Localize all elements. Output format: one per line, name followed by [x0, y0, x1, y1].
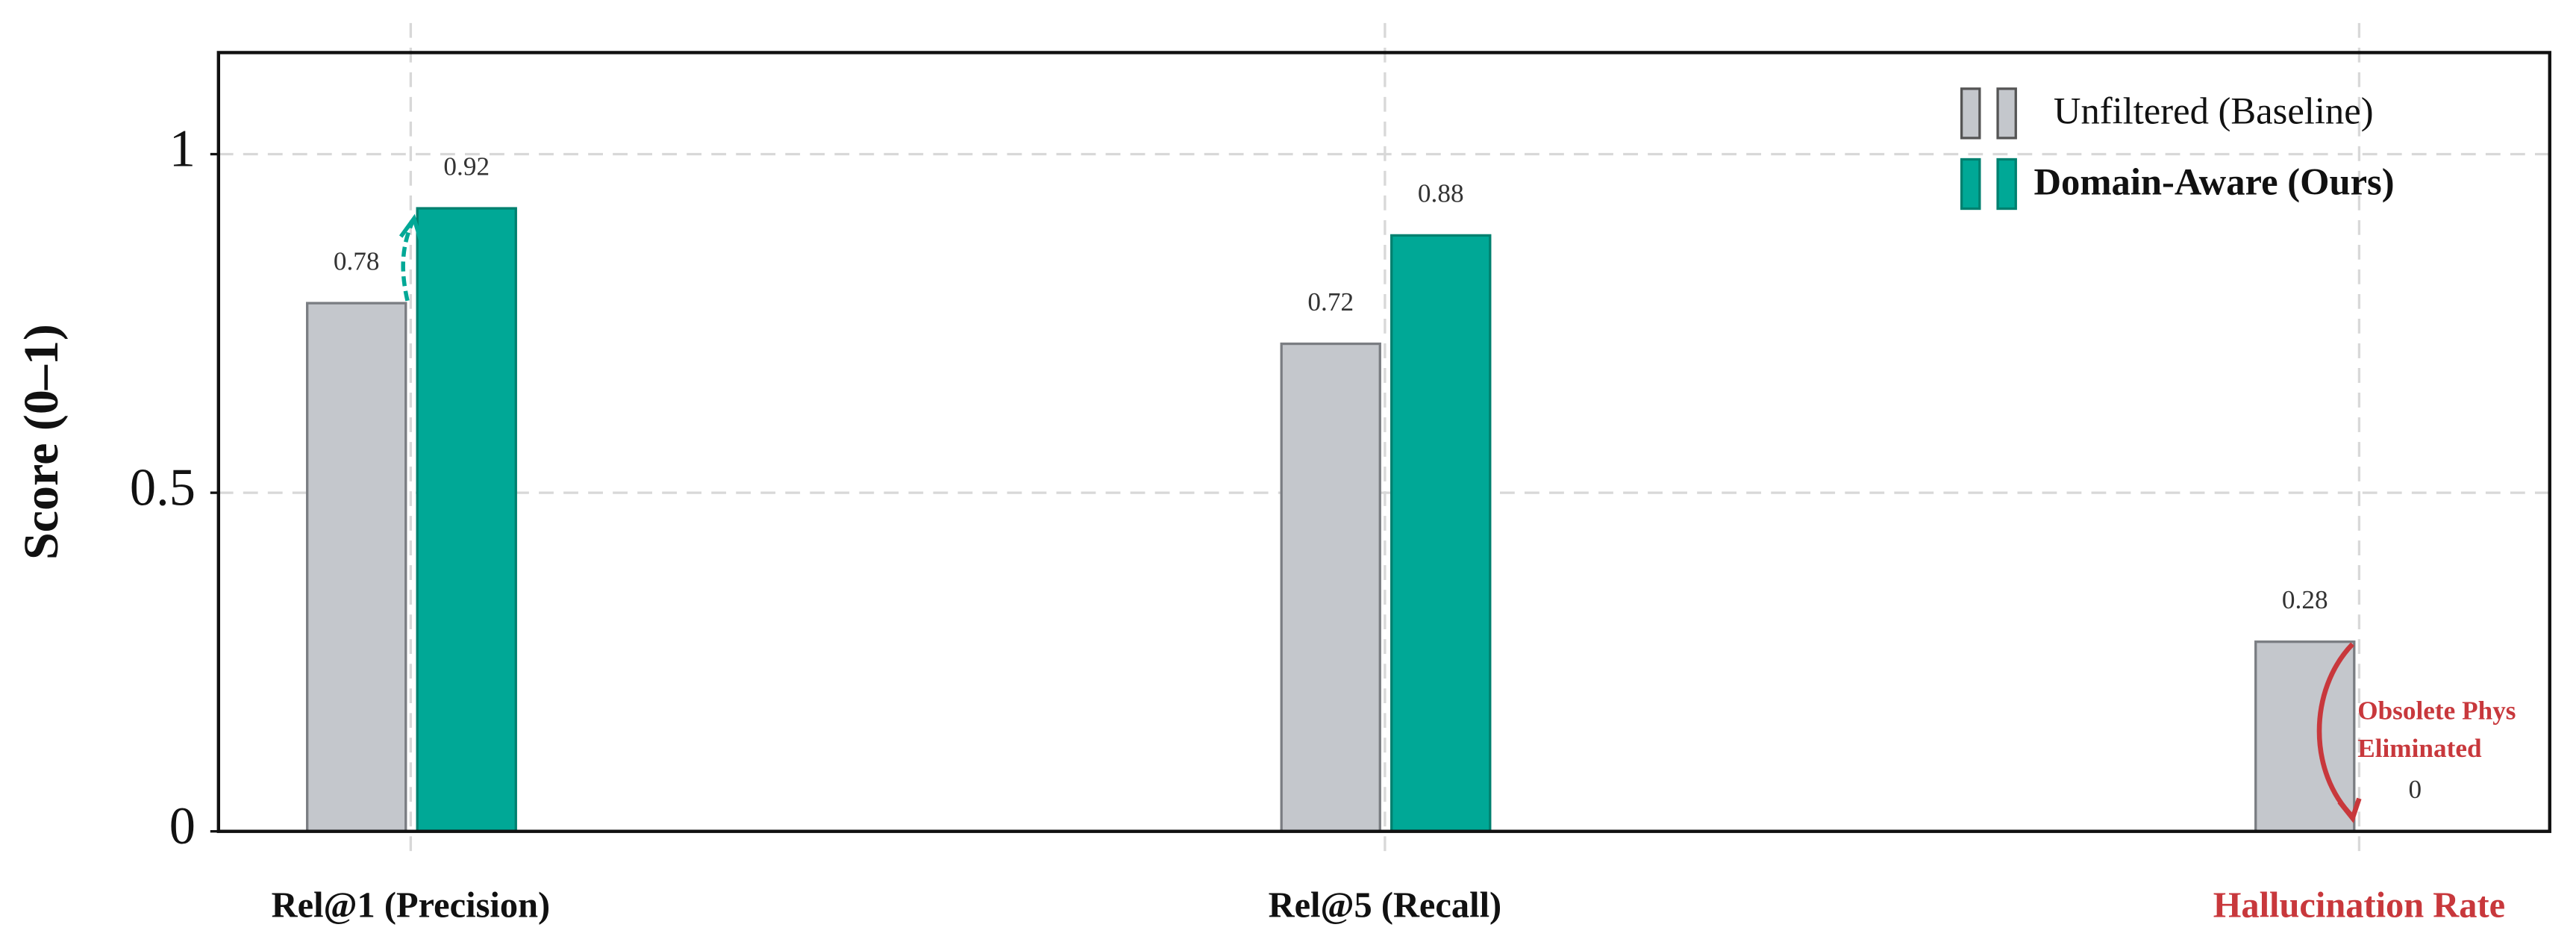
x-tick-label: Rel@5 (Recall)	[1269, 885, 1502, 925]
plot-frame	[216, 51, 2551, 833]
legend-swatch	[1996, 158, 2017, 211]
legend-label: Domain-Aware (Ours)	[2033, 160, 2394, 202]
legend-label: Unfiltered (Baseline)	[2054, 90, 2374, 132]
bar	[1390, 234, 1492, 833]
value-label: 0.78	[334, 246, 380, 275]
value-label: 0.72	[1307, 287, 1354, 316]
bar	[416, 207, 517, 833]
x-tick-label: Hallucination Rate	[2213, 885, 2505, 925]
bar	[306, 302, 407, 833]
value-label: 0	[2408, 775, 2422, 804]
elimination-arrow	[2316, 642, 2354, 819]
improvement-arrow	[401, 217, 416, 302]
arrow-head	[398, 213, 423, 241]
value-label: 0.92	[443, 152, 490, 181]
annotation: Eliminated	[2357, 734, 2482, 763]
legend-swatch	[1996, 87, 2017, 140]
y-axis-label: Score (0–1)	[14, 324, 69, 560]
annotation: Obsolete Phys	[2357, 696, 2516, 725]
legend-swatch	[1960, 158, 1981, 211]
y-tick-label: 0	[169, 797, 196, 855]
x-tick-label: Rel@1 (Precision)	[272, 885, 551, 925]
value-label: 0.88	[1418, 179, 1464, 208]
legend-swatch	[1960, 87, 1981, 140]
arrow-head	[2337, 797, 2362, 823]
y-tick-label: 1	[169, 120, 196, 178]
bar	[1280, 342, 1381, 833]
value-label: 0.28	[2282, 585, 2328, 614]
y-tick-label: 0.5	[130, 458, 196, 517]
